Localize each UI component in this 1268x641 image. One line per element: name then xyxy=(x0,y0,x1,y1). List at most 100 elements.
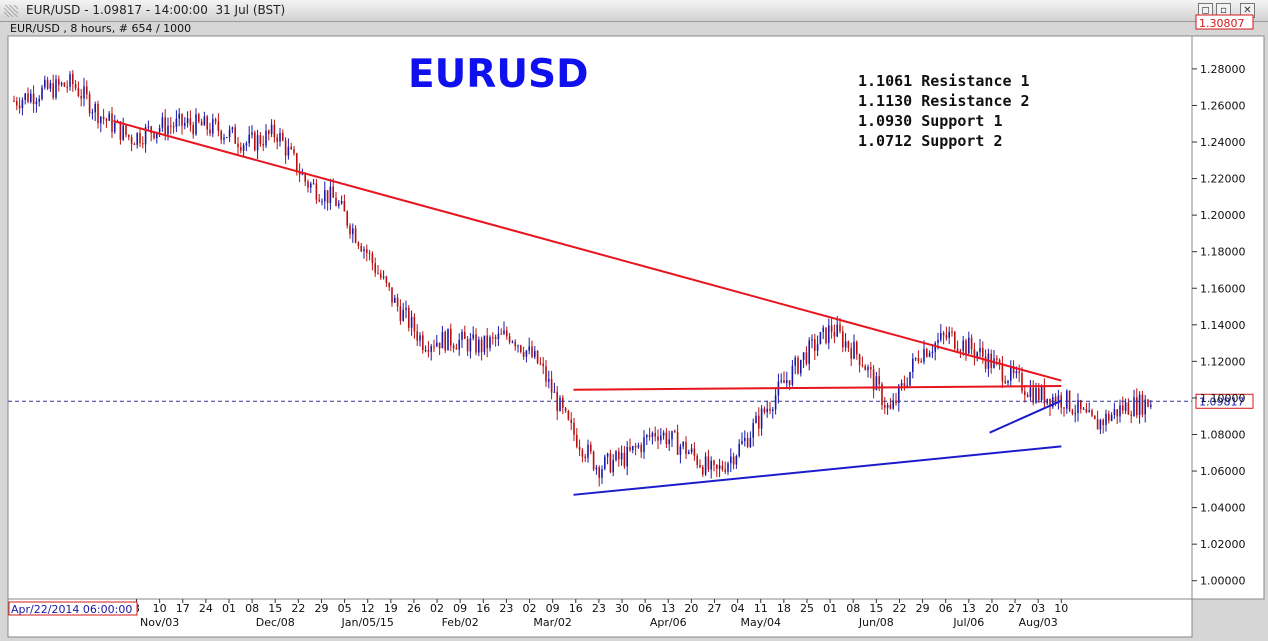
y-tick-label: 1.08000 xyxy=(1200,428,1246,441)
candle-body xyxy=(77,88,80,97)
candle-body xyxy=(228,129,231,138)
y-tick-label: 1.18000 xyxy=(1200,246,1246,259)
candle-body xyxy=(749,437,752,447)
candle-body xyxy=(1130,414,1132,416)
candle-body xyxy=(539,363,542,365)
candle-body xyxy=(1049,398,1051,408)
candle-body xyxy=(419,335,421,341)
candle-body xyxy=(1007,381,1009,384)
candle-body xyxy=(503,330,505,334)
y-tick-label: 1.06000 xyxy=(1200,465,1246,478)
drag-grip-icon[interactable] xyxy=(4,5,18,17)
candle-body xyxy=(864,366,866,371)
candle-body xyxy=(214,119,217,122)
x-month-label: Feb/02 xyxy=(442,616,479,629)
candle-body xyxy=(1122,405,1124,411)
candle-body xyxy=(587,444,589,458)
candle-body xyxy=(329,186,332,204)
candle-body xyxy=(186,118,189,123)
candle-body xyxy=(805,352,808,364)
candle-body xyxy=(391,287,393,303)
candle-body xyxy=(693,448,696,456)
x-tick-label: 11 xyxy=(754,602,768,615)
cursor-date-label: Apr/22/2014 06:00:00 xyxy=(11,603,132,616)
candle-body xyxy=(189,118,192,126)
candle-body xyxy=(444,331,446,351)
candle-body xyxy=(881,384,883,406)
candle-body xyxy=(973,349,976,358)
candle-body xyxy=(912,358,914,372)
candle-body xyxy=(377,272,379,274)
candle-body xyxy=(38,99,40,102)
candle-body xyxy=(517,345,519,347)
candle-body xyxy=(1021,373,1023,392)
candle-body xyxy=(441,331,444,349)
candle-body xyxy=(758,415,760,429)
candle-body xyxy=(917,358,920,362)
x-tick-label: 16 xyxy=(476,602,490,615)
candle-body xyxy=(483,335,486,353)
candle-body xyxy=(536,350,539,364)
candle-body xyxy=(640,445,642,453)
candle-body xyxy=(94,103,96,113)
candle-body xyxy=(480,339,483,353)
candle-body xyxy=(626,447,628,467)
trendline-support-2 xyxy=(573,445,1062,496)
chart-subtitle: EUR/USD , 8 hours, # 654 / 1000 xyxy=(10,22,192,35)
candle-body xyxy=(469,338,472,352)
candle-body xyxy=(1141,394,1144,415)
candle-body xyxy=(542,363,544,367)
candle-body xyxy=(934,342,936,352)
x-tick-label: 26 xyxy=(407,602,421,615)
current-price-label: 1.09817 xyxy=(1199,395,1245,408)
candle-body xyxy=(839,324,841,332)
x-month-label: Apr/06 xyxy=(650,616,687,629)
y-tick-label: 1.20000 xyxy=(1200,209,1246,222)
y-tick-label: 1.12000 xyxy=(1200,355,1246,368)
candle-body xyxy=(83,86,85,99)
candle-body xyxy=(74,84,77,89)
candle-body xyxy=(676,431,679,455)
candle-body xyxy=(844,341,847,348)
candle-body xyxy=(472,334,474,339)
candle-body xyxy=(1105,413,1107,426)
candle-body xyxy=(1018,371,1020,374)
candle-body xyxy=(710,460,712,470)
candle-body xyxy=(279,132,281,142)
candle-body xyxy=(618,451,620,460)
candle-body xyxy=(592,451,595,470)
candle-body xyxy=(1133,397,1135,416)
candle-body xyxy=(1096,419,1099,430)
candle-body xyxy=(774,395,777,410)
y-tick-label: 1.26000 xyxy=(1200,99,1246,112)
candle-body xyxy=(1024,391,1026,395)
x-tick-label: 09 xyxy=(546,602,560,615)
plot-area[interactable] xyxy=(7,35,1193,600)
candle-body xyxy=(713,460,715,465)
candle-body xyxy=(58,79,60,85)
price-axis-area xyxy=(1191,35,1265,600)
candle-body xyxy=(559,397,561,412)
candle-body xyxy=(794,357,796,366)
candle-body xyxy=(464,332,466,339)
candle-body xyxy=(662,432,665,436)
candle-body xyxy=(254,132,256,151)
candle-body xyxy=(198,114,200,122)
candle-body xyxy=(732,456,735,465)
candle-body xyxy=(1127,402,1130,415)
annotation-resistance-2: 1.1130 Resistance 2 xyxy=(858,92,1030,110)
candle-body xyxy=(226,137,228,139)
candle-body xyxy=(1026,394,1029,397)
candle-body xyxy=(142,143,144,145)
candle-body xyxy=(850,348,852,359)
candle-body xyxy=(522,352,525,357)
candle-body xyxy=(178,113,180,119)
x-tick-label: 04 xyxy=(731,602,745,615)
candle-body xyxy=(172,126,175,128)
candle-body xyxy=(926,349,928,357)
candle-body xyxy=(979,347,981,353)
candle-body xyxy=(685,441,687,454)
candle-body xyxy=(937,339,939,343)
candle-body xyxy=(1080,400,1082,409)
